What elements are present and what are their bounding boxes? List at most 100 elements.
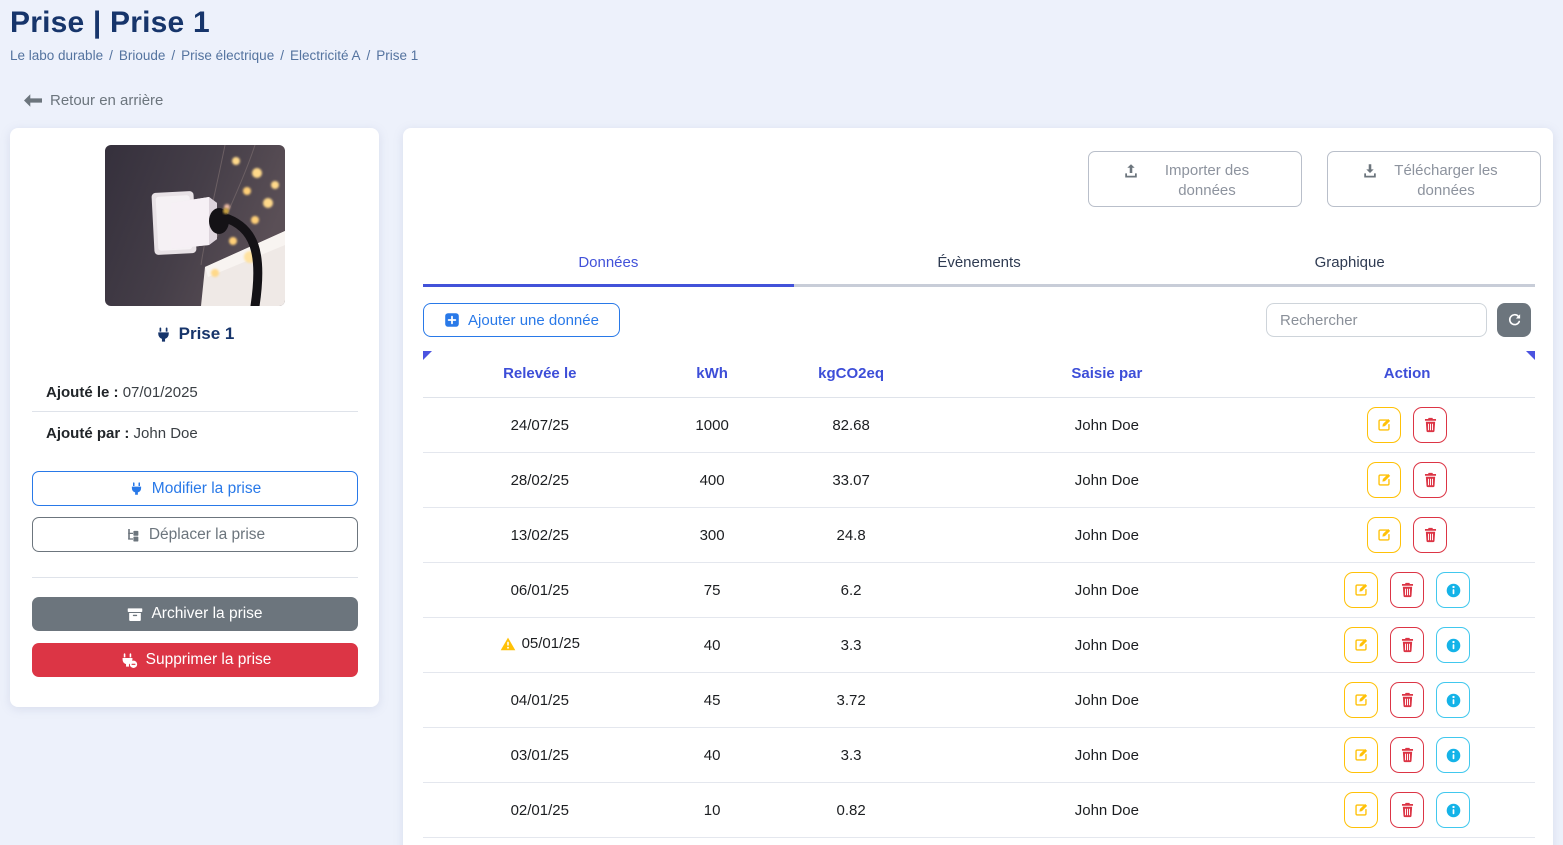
edit-row-button[interactable] — [1344, 627, 1379, 663]
added-on-row: Ajouté le : 07/01/2025 — [46, 384, 198, 401]
tab-donnees[interactable]: Données — [423, 244, 794, 287]
delete-row-button[interactable] — [1390, 792, 1425, 828]
device-name-label: Prise 1 — [178, 324, 235, 343]
cell-kwh: 400 — [656, 452, 768, 508]
added-by-value: John Doe — [133, 425, 198, 442]
edit-row-button[interactable] — [1367, 517, 1402, 553]
cell-kwh: 45 — [656, 672, 768, 728]
added-by-label: Ajouté par : — [46, 425, 130, 442]
cell-date: 13/02/25 — [510, 526, 569, 544]
breadcrumb-separator: / — [171, 48, 176, 63]
cell-kwh: 300 — [656, 507, 768, 563]
cell-saisie-par: John Doe — [934, 452, 1280, 508]
data-table-wrap: Relevée le kWh kgCO2eq Saisie par Action… — [423, 351, 1535, 838]
edit-row-button[interactable] — [1367, 462, 1402, 498]
breadcrumb-item[interactable]: Prise 1 — [376, 48, 419, 63]
import-data-label: Importer des données — [1164, 162, 1250, 200]
breadcrumb-item[interactable]: Electricité A — [289, 48, 361, 63]
download-data-button[interactable]: Télécharger les données — [1327, 151, 1541, 207]
delete-row-button[interactable] — [1413, 517, 1448, 553]
cell-saisie-par: John Doe — [934, 507, 1280, 563]
archive-icon — [127, 607, 143, 622]
table-body: 24/07/25 1000 82.68 John Doe — [423, 397, 1535, 838]
tree-icon — [125, 527, 141, 543]
info-row-button[interactable] — [1436, 737, 1471, 773]
upload-icon — [1123, 163, 1139, 179]
edit-row-button[interactable] — [1344, 792, 1379, 828]
device-card: Prise 1 Ajouté le : 07/01/2025 Ajouté pa… — [10, 128, 379, 707]
archive-plug-button[interactable]: Archiver la prise — [32, 597, 358, 631]
info-row-button[interactable] — [1436, 682, 1471, 718]
table-row: 06/01/25 75 6.2 John Doe — [423, 562, 1535, 618]
import-data-button[interactable]: Importer des données — [1088, 151, 1302, 207]
refresh-button[interactable] — [1497, 303, 1531, 337]
cell-date: 03/01/25 — [510, 746, 569, 764]
plug-icon — [129, 481, 144, 496]
main-panel: Importer des données Télécharger les don… — [403, 128, 1553, 845]
breadcrumb-separator: / — [366, 48, 371, 63]
breadcrumb-separator: / — [109, 48, 113, 63]
info-row-button[interactable] — [1436, 572, 1471, 608]
cell-date: 02/01/25 — [510, 801, 569, 819]
cell-saisie-par: John Doe — [934, 397, 1280, 453]
cell-saisie-par: John Doe — [934, 727, 1280, 783]
delete-row-button[interactable] — [1390, 572, 1425, 608]
cell-kwh: 10 — [656, 782, 768, 838]
cell-saisie-par: John Doe — [934, 562, 1280, 618]
cell-kgco2eq: 6.2 — [767, 562, 935, 618]
delete-row-button[interactable] — [1413, 407, 1448, 443]
cell-kwh: 1000 — [656, 397, 768, 453]
download-data-label: Télécharger les données — [1394, 162, 1498, 200]
breadcrumb-item[interactable]: Brioude — [118, 48, 166, 63]
info-row-button[interactable] — [1436, 792, 1471, 828]
column-header-kgco2eq[interactable]: kgCO2eq — [767, 351, 935, 398]
search-input[interactable] — [1266, 303, 1487, 337]
info-row-button[interactable] — [1436, 627, 1471, 663]
table-row: 03/01/25 40 3.3 John Doe — [423, 727, 1535, 783]
add-data-button[interactable]: Ajouter une donnée — [423, 303, 620, 337]
tab-graphique[interactable]: Graphique — [1164, 244, 1536, 287]
delete-row-button[interactable] — [1413, 462, 1448, 498]
breadcrumb-item[interactable]: Le labo durable — [10, 48, 104, 63]
delete-row-button[interactable] — [1390, 682, 1425, 718]
cell-kgco2eq: 24.8 — [767, 507, 935, 563]
divider — [32, 577, 358, 578]
modify-plug-button[interactable]: Modifier la prise — [32, 471, 358, 506]
cell-saisie-par: John Doe — [934, 617, 1280, 673]
cell-kgco2eq: 82.68 — [767, 397, 935, 453]
edit-row-button[interactable] — [1344, 737, 1379, 773]
cell-date: 04/01/25 — [510, 691, 569, 709]
add-data-label: Ajouter une donnée — [468, 311, 599, 329]
table-row: 13/02/25 300 24.8 John Doe — [423, 507, 1535, 563]
move-plug-button[interactable]: Déplacer la prise — [32, 517, 358, 552]
device-photo — [105, 145, 285, 306]
column-header-relevee-le[interactable]: Relevée le — [423, 351, 657, 398]
column-header-kwh[interactable]: kWh — [656, 351, 768, 398]
breadcrumb-item[interactable]: Prise électrique — [181, 48, 275, 63]
edit-row-button[interactable] — [1344, 682, 1379, 718]
delete-plug-button[interactable]: Supprimer la prise — [32, 643, 358, 677]
tab-evenements[interactable]: Évènements — [793, 244, 1165, 287]
left-arrow-icon — [24, 94, 42, 107]
cell-kgco2eq: 0.82 — [767, 782, 935, 838]
cell-date: 05/01/25 — [521, 635, 580, 653]
breadcrumb: Le labo durable / Brioude / Prise électrique… — [10, 48, 418, 63]
delete-row-button[interactable] — [1390, 627, 1425, 663]
cell-kwh: 40 — [656, 727, 768, 783]
table-row: 02/01/25 10 0.82 John Doe — [423, 782, 1535, 838]
page-title: Prise | Prise 1 — [10, 6, 210, 39]
back-link[interactable]: Retour en arrière — [24, 92, 163, 109]
cell-saisie-par: John Doe — [934, 782, 1280, 838]
table-row: 05/01/25 40 3.3 John Doe — [423, 617, 1535, 673]
delete-row-button[interactable] — [1390, 737, 1425, 773]
cell-kgco2eq: 3.3 — [767, 617, 935, 673]
column-header-saisie-par[interactable]: Saisie par — [934, 351, 1280, 398]
added-on-value: 07/01/2025 — [122, 384, 198, 401]
delete-plug-label: Supprimer la prise — [145, 651, 272, 668]
added-on-label: Ajouté le : — [46, 384, 119, 401]
refresh-icon — [1506, 312, 1523, 329]
edit-row-button[interactable] — [1367, 407, 1402, 443]
table-row: 24/07/25 1000 82.68 John Doe — [423, 397, 1535, 453]
device-name: Prise 1 — [10, 324, 379, 344]
edit-row-button[interactable] — [1344, 572, 1379, 608]
